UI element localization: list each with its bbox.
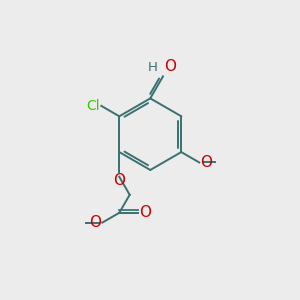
Text: H: H: [147, 61, 157, 74]
Text: O: O: [200, 155, 212, 170]
Text: O: O: [113, 173, 125, 188]
Text: Cl: Cl: [86, 99, 100, 113]
Text: O: O: [139, 205, 151, 220]
Text: O: O: [164, 58, 176, 74]
Text: O: O: [89, 215, 101, 230]
